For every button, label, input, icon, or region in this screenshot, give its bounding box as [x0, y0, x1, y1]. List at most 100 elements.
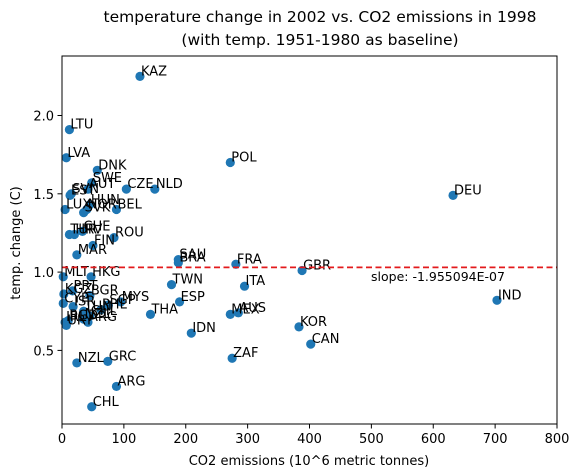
point-label: EST [71, 183, 95, 198]
data-point [306, 339, 316, 349]
point-label: DNK [98, 158, 127, 173]
point-label: SVN [72, 182, 99, 197]
data-point [225, 309, 235, 319]
data-point [67, 286, 78, 296]
point-label: MAR [78, 243, 107, 258]
data-point [116, 297, 126, 307]
data-point [87, 402, 97, 412]
data-point [92, 165, 102, 175]
chart-title-line1: temperature change in 2002 vs. CO2 emiss… [104, 8, 537, 26]
x-tick-label: 400 [297, 432, 322, 447]
point-label: FIN [94, 233, 115, 248]
point-label: URY [67, 313, 93, 328]
point-label: AUS [239, 301, 266, 316]
data-point [166, 280, 177, 290]
point-label: HKG [92, 265, 120, 280]
point-label: TUN [84, 299, 112, 314]
data-point [111, 381, 122, 392]
data-point [64, 125, 75, 135]
data-point [150, 184, 160, 194]
point-label: BGR [91, 284, 119, 299]
point-label: THA [150, 302, 178, 317]
chart-title-line2: (with temp. 1951-1980 as baseline) [181, 31, 458, 49]
point-label: LVA [67, 146, 90, 161]
point-label: SWE [93, 171, 122, 186]
point-label: PHL [102, 298, 128, 313]
data-point [82, 204, 92, 215]
y-tick-label: 0.5 [33, 344, 54, 359]
data-point [58, 298, 68, 309]
data-point [225, 157, 235, 168]
point-label: GBR [303, 259, 331, 274]
data-point [294, 322, 304, 332]
point-label: DEU [454, 183, 482, 198]
y-tick-label: 1.5 [33, 188, 54, 203]
data-point [68, 301, 78, 312]
point-label: TWN [172, 273, 204, 288]
point-label: CHL [91, 304, 118, 319]
data-point [58, 272, 68, 282]
point-label: CHE [83, 219, 110, 234]
point-label: MLT [64, 265, 89, 280]
point-label: SVK [85, 201, 111, 216]
data-point [103, 300, 114, 310]
data-point [239, 281, 250, 291]
point-label: IRL [66, 310, 87, 325]
data-point [233, 308, 243, 318]
point-label: LUX [66, 197, 91, 212]
data-point [77, 226, 88, 236]
x-tick-label: 100 [111, 432, 136, 447]
point-label: ZAF [233, 346, 258, 361]
point-label: SAU [179, 248, 206, 263]
data-point [448, 190, 458, 200]
point-label: CZE [127, 177, 153, 192]
point-label: CHL [93, 395, 120, 410]
point-label: MYS [122, 290, 149, 305]
point-label: BRA [179, 251, 205, 266]
point-label: NZL [78, 351, 105, 366]
x-tick-label: 300 [235, 432, 260, 447]
data-point [103, 356, 113, 366]
data-point [72, 358, 82, 368]
point-label: ESP [181, 290, 205, 305]
data-point [60, 204, 70, 215]
point-label: FRA [237, 252, 262, 267]
data-point [61, 153, 71, 163]
point-label: SGP [109, 293, 135, 308]
point-label: ARG [117, 374, 145, 389]
point-label: ROU [115, 226, 144, 241]
point-label: BEL [117, 197, 142, 212]
data-point [135, 71, 145, 81]
point-label: CYP [64, 291, 89, 306]
data-point [111, 204, 122, 215]
x-tick-label: 500 [359, 432, 384, 447]
data-point [65, 190, 75, 200]
point-label: IND [498, 288, 522, 303]
point-label: KOR [300, 315, 327, 330]
data-point [85, 290, 95, 301]
x-tick-label: 800 [545, 432, 570, 447]
x-axis-label: CO2 emissions (10^6 metric tonnes) [189, 454, 430, 469]
x-tick-label: 200 [173, 432, 198, 447]
data-point [61, 320, 71, 330]
x-tick-label: 0 [58, 432, 66, 447]
point-label: KAZ [141, 64, 167, 79]
y-axis-label: temp. change (C) [9, 186, 24, 299]
data-point [121, 184, 131, 194]
point-label: BGD [69, 309, 98, 324]
point-label: IDN [192, 321, 216, 336]
point-label: ISR [74, 295, 95, 310]
point-label: GRC [109, 349, 137, 364]
point-label: LTU [70, 118, 93, 133]
point-label: NLD [156, 177, 183, 192]
point-label: PRT [74, 279, 98, 294]
data-point [88, 240, 98, 251]
data-point [109, 233, 119, 243]
data-point [96, 305, 106, 315]
point-label: POL [231, 150, 257, 165]
point-label: HUN [91, 193, 120, 208]
point-label: ARG [89, 310, 117, 325]
